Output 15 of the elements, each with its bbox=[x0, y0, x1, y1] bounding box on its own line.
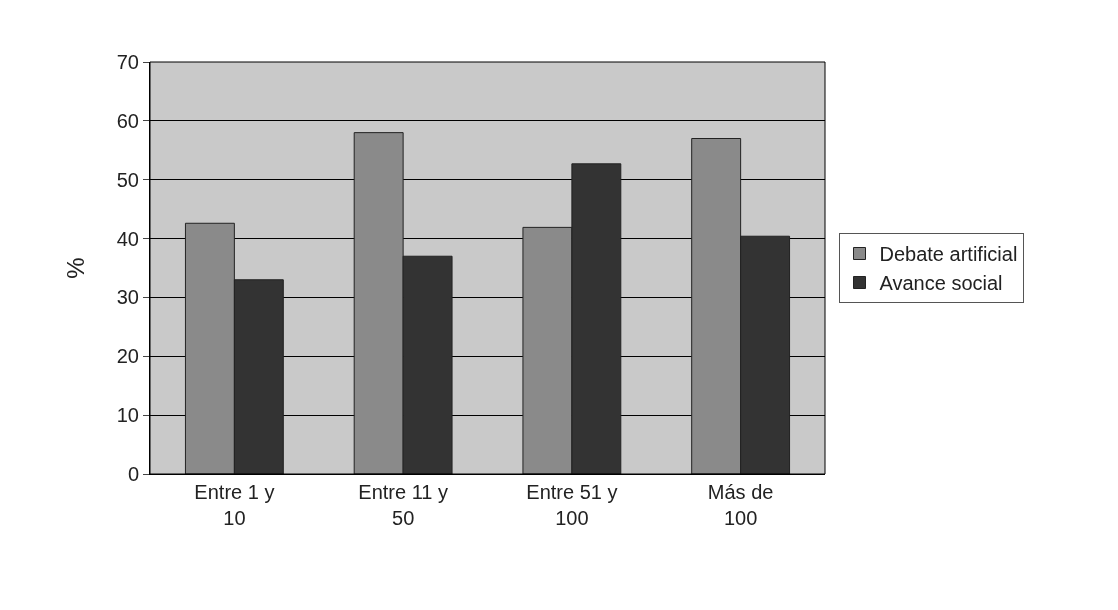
x-tick-label: Entre 51 y 100 bbox=[526, 481, 618, 529]
x-tick-label: Entre 11 y 50 bbox=[358, 481, 448, 529]
legend-label: Avance social bbox=[879, 272, 1003, 295]
y-tick-label: 0 bbox=[127, 463, 139, 485]
y-tick-label: 50 bbox=[116, 168, 139, 191]
y-tick-label: 20 bbox=[116, 345, 139, 368]
x-tick-label: Más de 100 bbox=[707, 481, 774, 529]
y-tick-label: 10 bbox=[116, 404, 139, 427]
x-tick-label: Entre 1 y 10 bbox=[194, 481, 275, 529]
y-tick-label: 40 bbox=[116, 227, 139, 250]
y-tick-label: 30 bbox=[116, 286, 139, 309]
y-axis-title: % bbox=[61, 257, 89, 279]
legend-label: Debate artificial bbox=[879, 243, 1018, 266]
y-tick-label: 60 bbox=[116, 109, 139, 132]
y-tick-label: 70 bbox=[116, 51, 139, 73]
